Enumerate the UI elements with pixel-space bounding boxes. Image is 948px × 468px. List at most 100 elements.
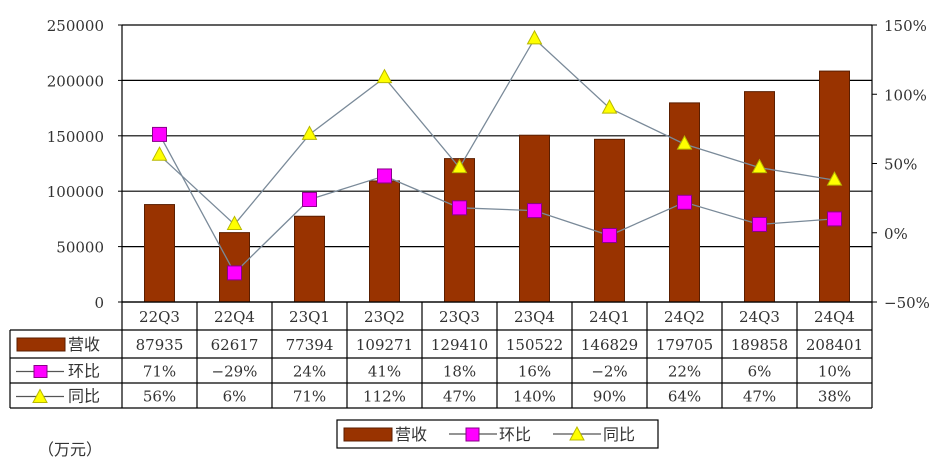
qoq-marker-square <box>677 194 692 210</box>
yoy-marker-triangle <box>376 68 393 84</box>
right-tick-label: 150% <box>884 17 927 35</box>
qoq-line <box>158 134 835 274</box>
category-label: 22Q3 <box>139 308 180 326</box>
category-label: 24Q3 <box>739 308 780 326</box>
table-cell: 112% <box>363 388 406 406</box>
table-cell: 6% <box>748 363 772 381</box>
qoq-key <box>33 365 48 378</box>
table-cell: 109271 <box>356 336 413 354</box>
table-cell: −2% <box>591 363 627 381</box>
table-cell: 77394 <box>286 336 334 354</box>
table-cell: 6% <box>223 388 247 406</box>
legend-qoq-marker <box>465 427 480 442</box>
revenue-bar <box>444 158 475 303</box>
table-cell: 16% <box>518 363 551 381</box>
table-cell: 24% <box>293 363 326 381</box>
category-label: 23Q1 <box>289 308 330 326</box>
table-cell: 18% <box>443 363 476 381</box>
right-tick-label: 0% <box>884 225 908 243</box>
table-cell: 140% <box>513 388 556 406</box>
yoy-marker-triangle <box>526 29 543 45</box>
revenue-bar <box>144 204 175 303</box>
revenue-bar <box>294 215 325 303</box>
table-cell: 129410 <box>431 336 488 354</box>
table-cell: 189858 <box>731 336 788 354</box>
table-cell: 41% <box>368 363 401 381</box>
left-tick-label: 0 <box>94 294 104 312</box>
table-cell: 56% <box>143 388 176 406</box>
table-cell: 87935 <box>136 336 184 354</box>
category-label: 24Q2 <box>664 308 705 326</box>
table-cell: 71% <box>293 388 326 406</box>
table-cell: 90% <box>593 388 626 406</box>
yoy-key <box>32 388 48 403</box>
revenue-bar <box>744 91 775 303</box>
yoy-marker-triangle <box>826 171 843 186</box>
yoy-marker-triangle <box>601 99 618 114</box>
yoy-marker-triangle <box>451 158 468 174</box>
revenue-bar <box>519 134 550 303</box>
ratio-lines <box>151 29 843 281</box>
category-label: 24Q1 <box>589 308 630 326</box>
qoq-marker-square <box>227 265 242 281</box>
table-cell: 10% <box>818 363 851 381</box>
series-name: 营收 <box>68 335 100 354</box>
legend-revenue-swatch <box>343 427 393 442</box>
table-cell: 62617 <box>211 336 259 354</box>
left-tick-label: 50000 <box>56 239 104 257</box>
right-tick-label: −50% <box>884 294 930 312</box>
yoy-marker-triangle <box>676 135 693 150</box>
legend-revenue-label: 营收 <box>395 425 427 444</box>
left-tick-label: 150000 <box>47 128 104 146</box>
table-cell: 47% <box>743 388 776 406</box>
category-label: 22Q4 <box>214 308 255 326</box>
left-tick-label: 100000 <box>47 183 104 201</box>
qoq-marker-square <box>602 228 617 244</box>
right-tick-label: 50% <box>884 156 917 174</box>
data-table: 22Q3 22Q4 23Q1 23Q2 23Q3 23Q4 24Q1 24Q2 24Q3 24Q4… <box>9 301 873 409</box>
left-axis: 250000 200000 150000 100000 50000 0 <box>47 17 122 312</box>
qoq-marker-square <box>527 203 542 219</box>
qoq-marker-square <box>827 211 842 227</box>
legend-qoq-label: 环比 <box>499 425 531 444</box>
revenue-bar <box>594 138 625 303</box>
category-label: 23Q3 <box>439 308 480 326</box>
yoy-line <box>159 37 835 226</box>
revenue-bar <box>369 180 400 303</box>
table-cell: 146829 <box>581 336 638 354</box>
legend: 营收 环比 同比 <box>336 419 659 449</box>
yoy-marker-triangle <box>301 125 318 140</box>
table-cell: 38% <box>818 388 851 406</box>
table-cell: 179705 <box>656 336 713 354</box>
table-cell: 208401 <box>806 336 863 354</box>
table-cell: 71% <box>143 363 176 381</box>
qoq-marker-square <box>452 200 467 216</box>
table-cell: 150522 <box>506 336 563 354</box>
yoy-marker-triangle <box>751 158 768 174</box>
right-tick-label: 100% <box>884 86 927 104</box>
qoq-marker-square <box>377 168 392 184</box>
table-cell: 64% <box>668 388 701 406</box>
revenue-bar <box>819 70 850 303</box>
legend-yoy-marker <box>569 425 585 441</box>
table-cell: 22% <box>668 363 701 381</box>
category-label: 24Q4 <box>814 308 855 326</box>
right-axis: 150% 100% 50% 0% −50% <box>872 17 930 312</box>
qoq-marker-square <box>752 216 767 232</box>
category-label: 23Q4 <box>514 308 555 326</box>
category-label: 23Q2 <box>364 308 405 326</box>
series-name: 同比 <box>68 387 100 406</box>
qoq-marker-square <box>302 192 317 208</box>
table-cell: −29% <box>212 363 258 381</box>
table-cell: 47% <box>443 388 476 406</box>
revenue-key <box>16 337 66 352</box>
legend-yoy-label: 同比 <box>603 425 635 444</box>
revenue-bars <box>144 70 850 303</box>
qoq-marker-square <box>152 126 167 142</box>
yoy-marker-triangle <box>226 215 243 230</box>
yoy-marker-triangle <box>151 146 168 161</box>
unit-label: （万元） <box>38 440 102 459</box>
series-name: 环比 <box>68 362 100 381</box>
left-tick-label: 250000 <box>47 17 104 35</box>
